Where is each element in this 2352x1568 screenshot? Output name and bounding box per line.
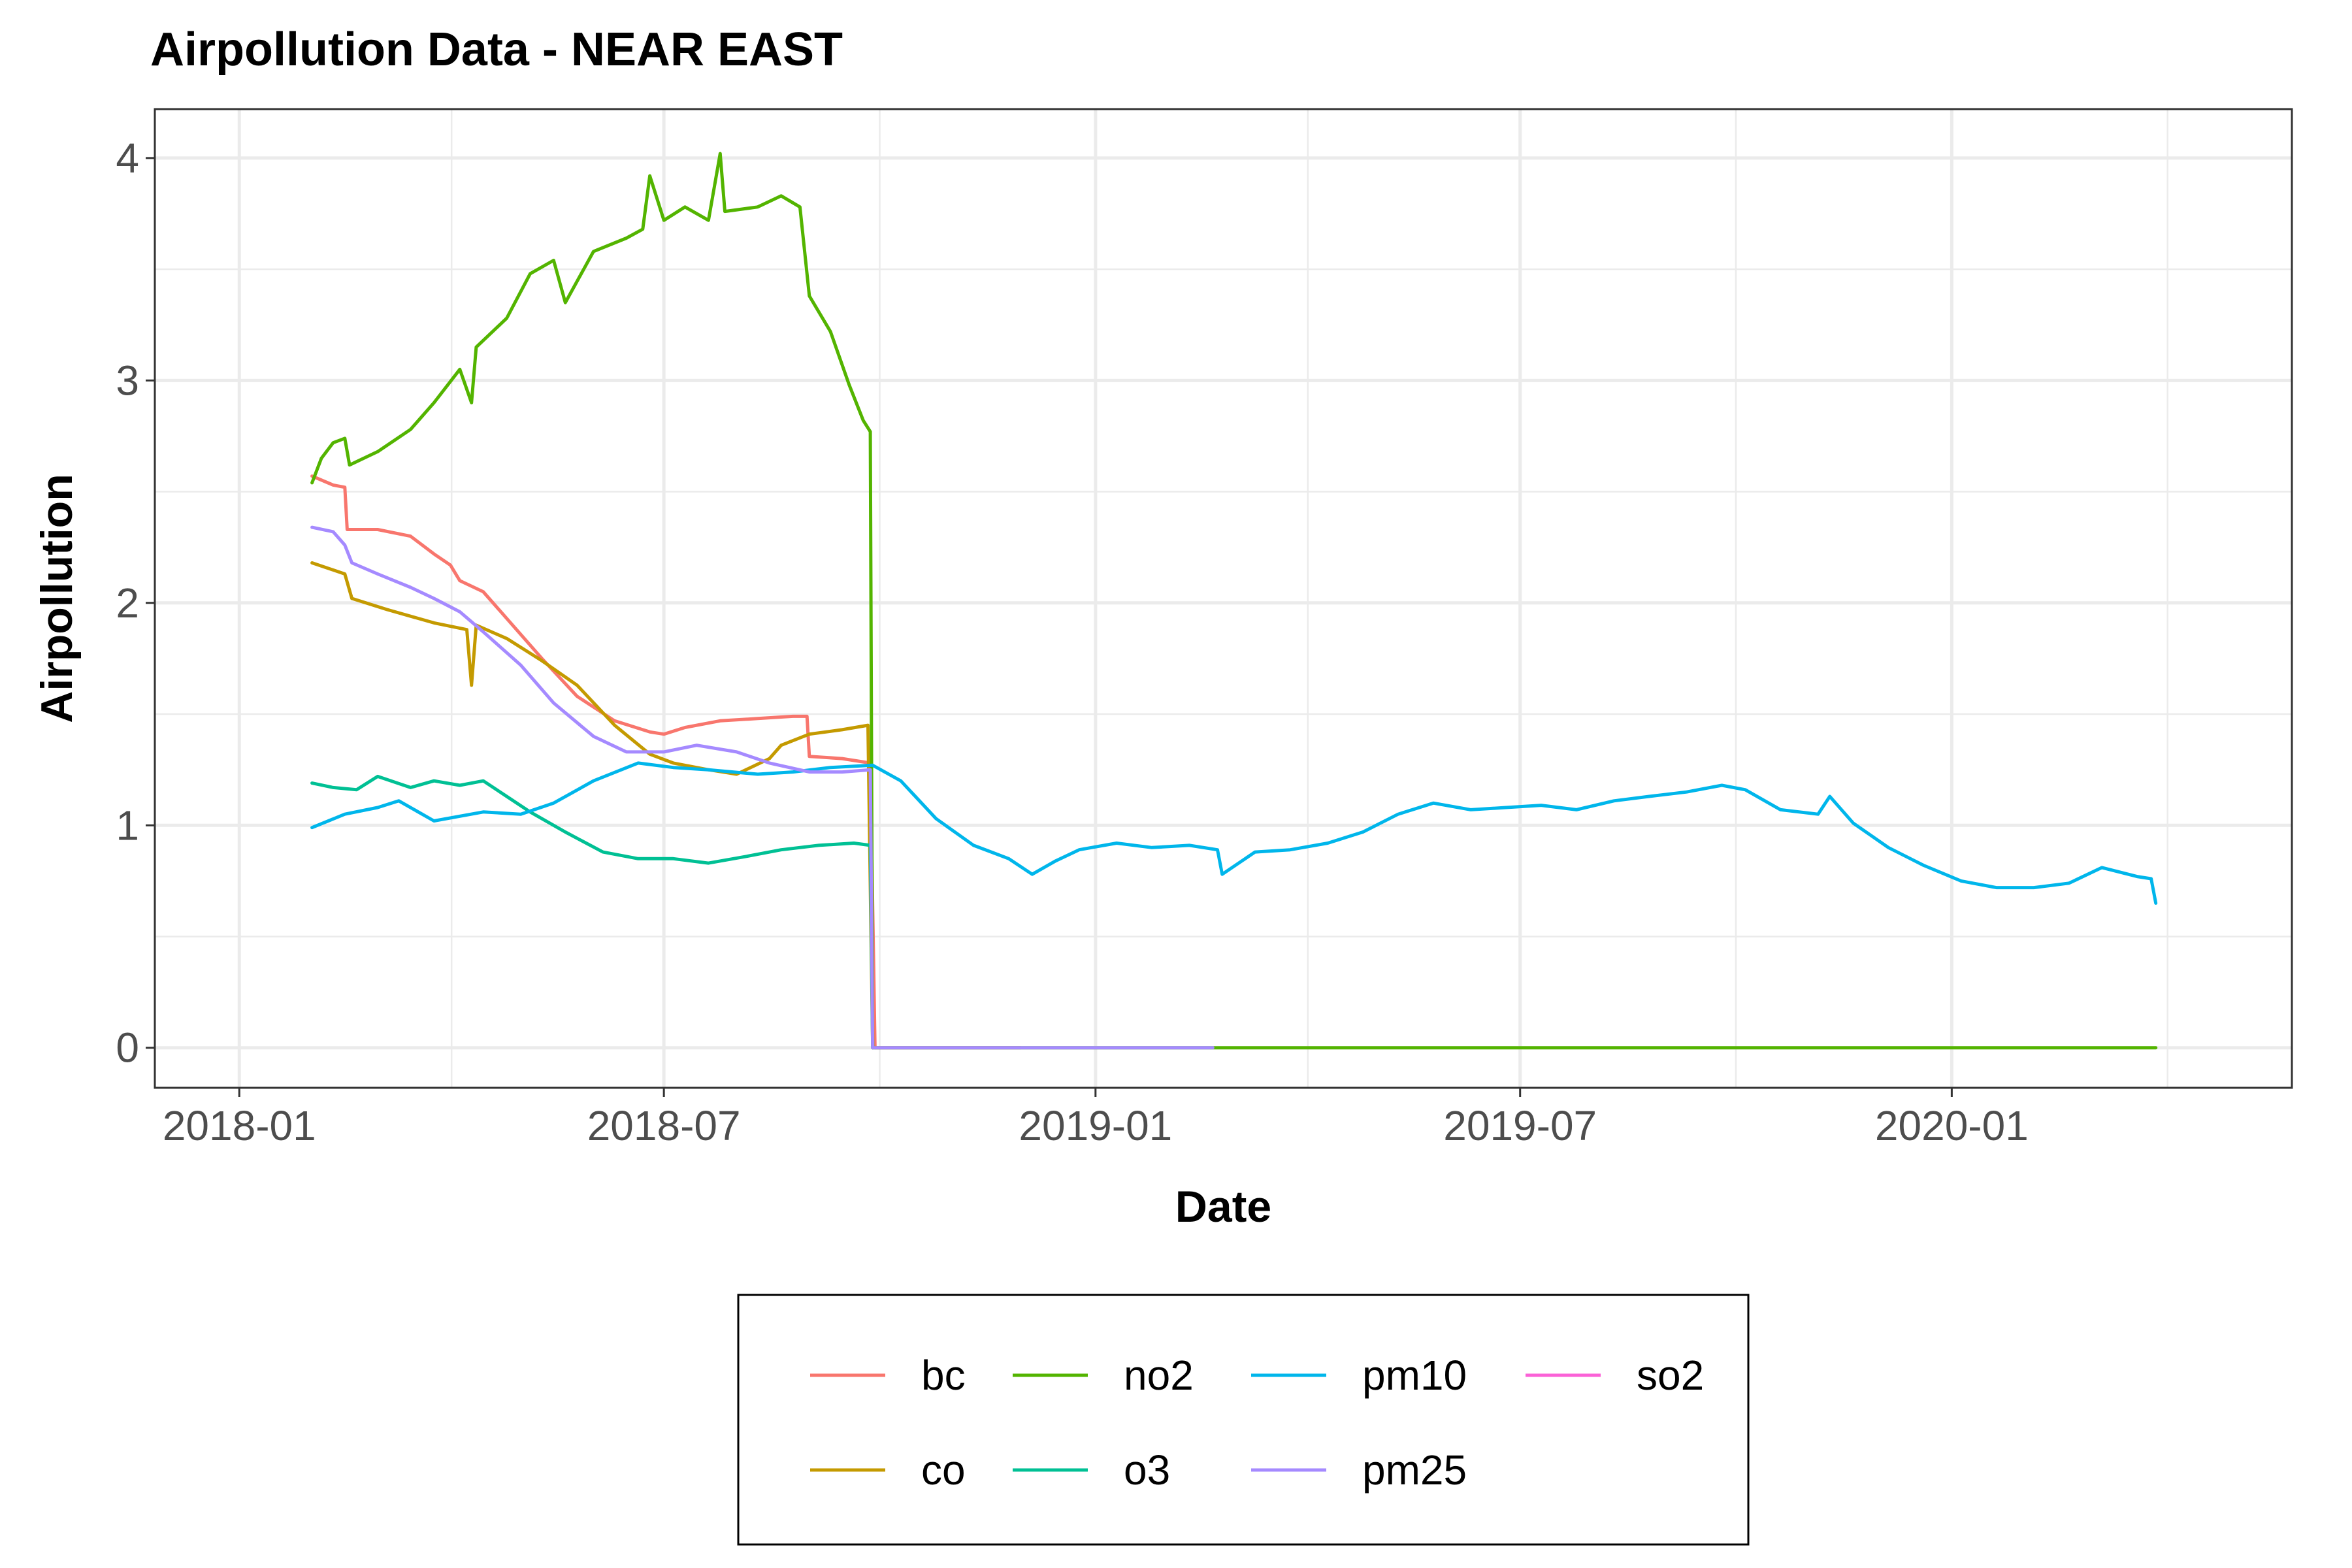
legend-label-no2: no2 xyxy=(1124,1352,1194,1399)
axes: 0 1 2 3 4 2018-01 2018-07 2019-01 2019-07 2020-01 xyxy=(116,135,2028,1149)
y-tick-label: 4 xyxy=(116,135,139,182)
x-tick-label: 2019-01 xyxy=(1019,1102,1172,1149)
legend-label-o3: o3 xyxy=(1124,1446,1170,1494)
x-tick-label: 2019-07 xyxy=(1443,1102,1597,1149)
y-axis-title: Airpollution xyxy=(32,474,82,723)
legend-label-bc: bc xyxy=(921,1352,966,1399)
legend-label-so2: so2 xyxy=(1637,1352,1704,1399)
series-line-co xyxy=(310,561,875,1050)
x-tick-label: 2020-01 xyxy=(1875,1102,2029,1149)
series-line-no2 xyxy=(310,152,2158,1050)
y-tick-label: 2 xyxy=(116,580,139,627)
chart-title: Airpollution Data - NEAR EAST xyxy=(150,24,843,76)
series-lines xyxy=(310,152,2158,1050)
legend-box xyxy=(737,1294,1750,1546)
legend-label-pm25: pm25 xyxy=(1362,1446,1467,1494)
legend-label-co: co xyxy=(921,1446,966,1494)
series-line-pm10 xyxy=(310,761,2158,905)
legend: bc co no2 o3 pm10 pm25 so2 xyxy=(737,1294,1750,1546)
grid xyxy=(155,109,2292,1088)
legend-label-pm10: pm10 xyxy=(1362,1352,1467,1399)
x-tick-label: 2018-07 xyxy=(587,1102,741,1149)
series-line-bc xyxy=(310,474,1022,1050)
y-tick-label: 1 xyxy=(116,802,139,849)
series-line-pm25 xyxy=(310,525,1215,1050)
x-tick-label: 2018-01 xyxy=(163,1102,316,1149)
series-line-o3 xyxy=(310,774,875,1050)
plot-panel-border xyxy=(154,108,2293,1089)
y-tick-label: 3 xyxy=(116,357,139,404)
x-axis-title: Date xyxy=(1175,1182,1271,1232)
y-tick-label: 0 xyxy=(116,1024,139,1071)
